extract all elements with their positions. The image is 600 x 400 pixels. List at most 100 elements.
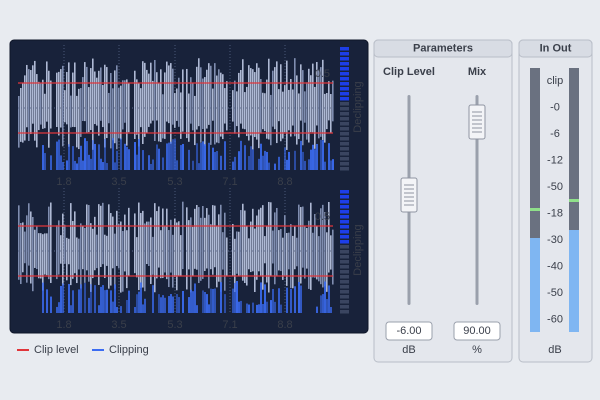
clipping-bar xyxy=(278,288,280,313)
waveform-bar xyxy=(28,203,30,266)
waveform-bar xyxy=(196,66,198,130)
waveform-bar xyxy=(278,230,280,271)
waveform-bar xyxy=(84,227,86,283)
waveform-bar xyxy=(92,58,94,150)
time-label: 1.8 xyxy=(56,176,71,188)
clipping-bar xyxy=(234,156,236,170)
clipping-bar xyxy=(212,288,214,313)
waveform-bar xyxy=(332,229,334,285)
slider-knob[interactable] xyxy=(400,177,418,213)
declip-led xyxy=(340,117,349,121)
clipping-bar xyxy=(232,288,234,313)
waveform-bar xyxy=(60,235,62,264)
waveform-bar xyxy=(204,77,206,147)
waveform-bar xyxy=(226,81,228,131)
waveform-bar xyxy=(174,218,176,277)
waveform-bar xyxy=(164,72,166,139)
clipping-bar xyxy=(204,144,206,170)
waveform-bar xyxy=(30,211,32,284)
clipping-bar xyxy=(322,140,324,170)
meter-scale-label: -30 xyxy=(547,234,563,246)
waveform-bar xyxy=(214,63,216,145)
waveform-bar xyxy=(310,202,312,290)
waveform-bar xyxy=(94,71,96,125)
clipping-bar xyxy=(104,139,106,170)
clipping-bar xyxy=(84,282,86,313)
waveform-bar xyxy=(270,202,272,277)
waveform-bar xyxy=(40,83,42,125)
waveform-bar xyxy=(112,216,114,269)
waveform-bar xyxy=(140,212,142,288)
declip-led xyxy=(340,225,349,229)
clipping-bar xyxy=(126,299,128,313)
waveform-bar xyxy=(122,80,124,130)
waveform-bar xyxy=(296,75,298,145)
waveform-bar xyxy=(264,93,266,132)
clipping-bar xyxy=(264,150,266,170)
declip-led xyxy=(340,157,349,161)
waveform-bar xyxy=(232,90,234,122)
clipping-bar xyxy=(106,163,108,170)
waveform-bar xyxy=(222,74,224,140)
waveform-bar xyxy=(324,93,326,143)
declip-led xyxy=(340,195,349,199)
waveform-bar xyxy=(94,216,96,271)
declip-led xyxy=(340,152,349,156)
waveform-bar xyxy=(294,58,296,137)
waveform-bar xyxy=(176,88,178,121)
declip-led xyxy=(340,132,349,136)
waveform-bar xyxy=(138,202,140,291)
waveform-bar xyxy=(116,65,118,150)
waveform-bar xyxy=(322,204,324,288)
control-label: Mix xyxy=(468,66,487,78)
clipping-bar xyxy=(88,154,90,170)
clipping-bar xyxy=(138,139,140,170)
value-box[interactable] xyxy=(385,321,433,341)
clipping-bar xyxy=(190,289,192,313)
clipping-bar xyxy=(308,159,310,170)
clipping-bar xyxy=(258,158,260,170)
waveform-bar xyxy=(180,235,182,277)
waveform-bar xyxy=(96,77,98,126)
waveform-bar xyxy=(76,237,78,284)
waveform-bar xyxy=(242,203,244,281)
waveform-bar xyxy=(206,69,208,129)
waveform-bar xyxy=(246,86,248,137)
waveform-bar xyxy=(294,226,296,270)
value-box[interactable] xyxy=(453,321,501,341)
clipping-bar xyxy=(100,286,102,313)
waveform-bar xyxy=(160,230,162,279)
waveform-bar xyxy=(182,69,184,132)
declip-led xyxy=(340,92,349,96)
waveform-bar xyxy=(108,204,110,289)
declip-led xyxy=(340,215,349,219)
clipping-bar xyxy=(56,306,58,313)
clipping-bar xyxy=(194,283,196,313)
waveform-bar xyxy=(326,232,328,292)
waveform-bar xyxy=(24,231,26,264)
declip-led xyxy=(340,102,349,106)
clipping-bar xyxy=(42,282,44,313)
declip-led xyxy=(340,162,349,166)
declip-led xyxy=(340,97,349,101)
waveform-bar xyxy=(212,205,214,275)
declip-led xyxy=(340,220,349,224)
declip-led xyxy=(340,270,349,274)
clipping-bar xyxy=(74,160,76,170)
waveform-bar xyxy=(90,223,92,292)
clipping-bar xyxy=(104,290,106,313)
clipping-bar xyxy=(202,290,204,313)
waveform-bar xyxy=(274,67,276,130)
waveform-bar xyxy=(172,68,174,125)
meter-scale-label: -0 xyxy=(550,101,560,113)
waveform-bar xyxy=(162,94,164,139)
waveform-bar xyxy=(328,202,330,273)
slider-knob[interactable] xyxy=(468,104,486,140)
waveform-bar xyxy=(186,207,188,290)
waveform-bar xyxy=(58,220,60,275)
clipping-bar xyxy=(220,155,222,170)
clipping-bar xyxy=(80,284,82,313)
waveform-bar xyxy=(48,206,50,280)
waveform-bar xyxy=(276,61,278,144)
